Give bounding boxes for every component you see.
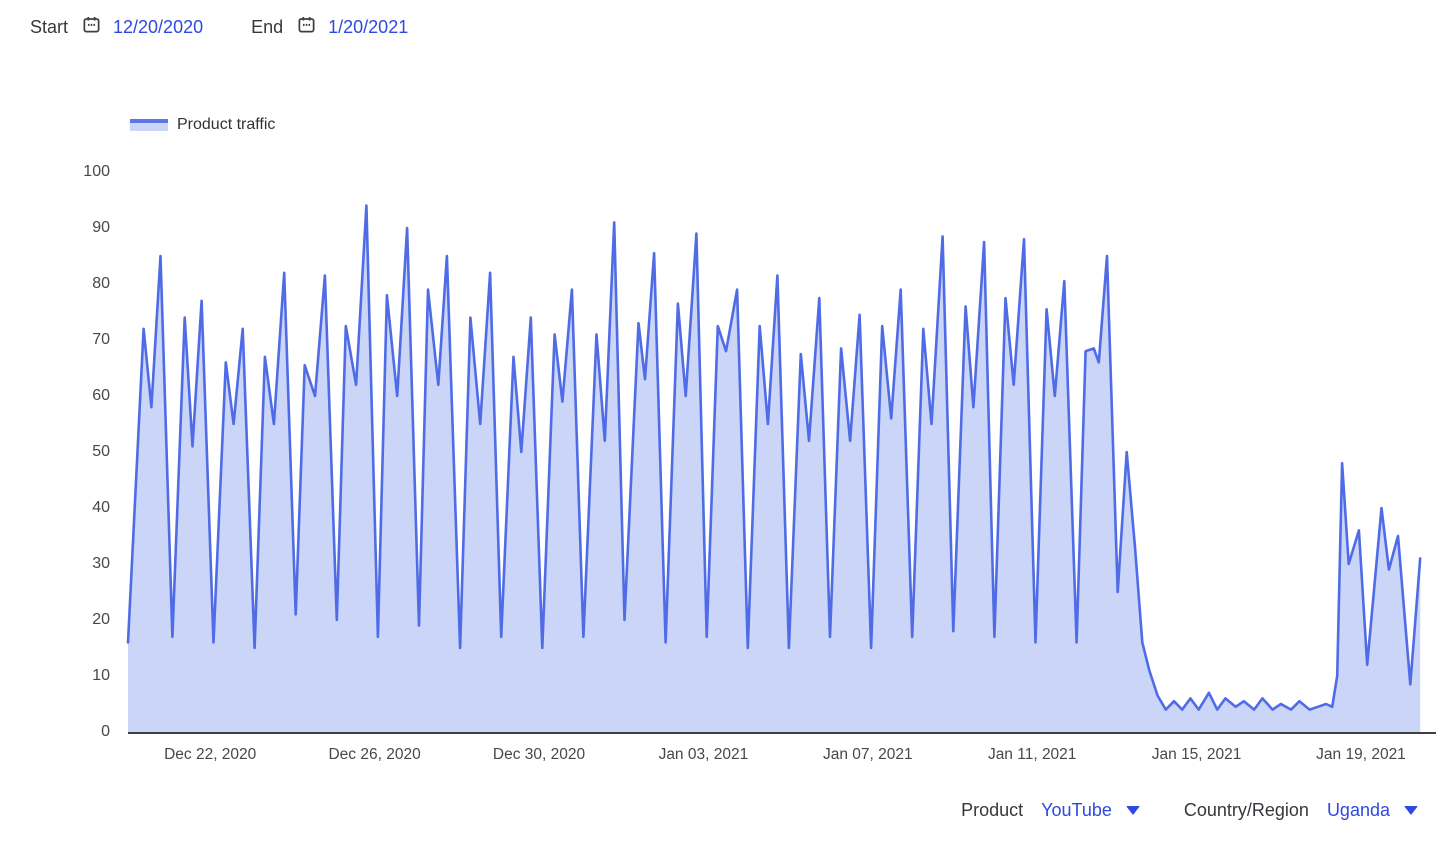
- y-tick-label: 30: [92, 555, 110, 572]
- x-tick-label: Jan 19, 2021: [1316, 746, 1406, 763]
- x-tick-label: Dec 22, 2020: [164, 746, 257, 763]
- y-tick-label: 70: [92, 331, 110, 348]
- legend-label: Product traffic: [177, 116, 276, 133]
- region-label: Country/Region: [1183, 800, 1309, 820]
- date-range-bar: Start 12/20/2020 End: [30, 12, 408, 42]
- chevron-down-icon[interactable]: [1404, 806, 1418, 815]
- x-tick-label: Jan 07, 2021: [822, 746, 913, 763]
- x-tick-label: Jan 11, 2021: [987, 746, 1077, 763]
- start-date-link[interactable]: 12/20/2020: [113, 16, 204, 37]
- product-label: Product: [961, 800, 1024, 820]
- end-calendar-button[interactable]: [297, 15, 316, 39]
- x-tick-label: Dec 26, 2020: [328, 746, 421, 763]
- start-calendar-button[interactable]: [82, 15, 101, 39]
- x-tick-label: Jan 03, 2021: [658, 746, 749, 763]
- y-tick-label: 20: [92, 611, 110, 628]
- filter-bar: Product YouTube Country/Region Uganda: [961, 800, 1418, 821]
- end-label: End: [251, 16, 284, 37]
- x-tick-label: Jan 15, 2021: [1151, 746, 1242, 763]
- y-tick-label: 60: [92, 387, 110, 404]
- chart-line: [126, 204, 1422, 711]
- region-dropdown[interactable]: Uganda: [1327, 800, 1418, 821]
- y-tick-label: 50: [92, 443, 110, 460]
- calendar-icon: [297, 15, 316, 39]
- y-tick-label: 40: [92, 499, 110, 516]
- region-value[interactable]: Uganda: [1326, 800, 1390, 820]
- product-dropdown[interactable]: YouTube: [1041, 800, 1140, 821]
- chart-legend: Product traffic: [130, 116, 275, 134]
- product-value[interactable]: YouTube: [1041, 800, 1112, 820]
- legend-area-swatch: [130, 119, 168, 131]
- y-tick-label: 80: [92, 275, 110, 292]
- end-date-link[interactable]: 1/20/2021: [328, 16, 409, 37]
- y-tick-label: 10: [92, 667, 110, 684]
- y-tick-label: 0: [101, 723, 110, 740]
- calendar-icon: [82, 15, 101, 39]
- x-tick-label: Dec 30, 2020: [492, 746, 586, 763]
- y-tick-label: 100: [83, 163, 110, 180]
- y-tick-label: 90: [92, 219, 110, 236]
- start-label: Start: [30, 16, 69, 37]
- chart-area-fill: [128, 205, 1421, 734]
- chevron-down-icon[interactable]: [1125, 806, 1140, 815]
